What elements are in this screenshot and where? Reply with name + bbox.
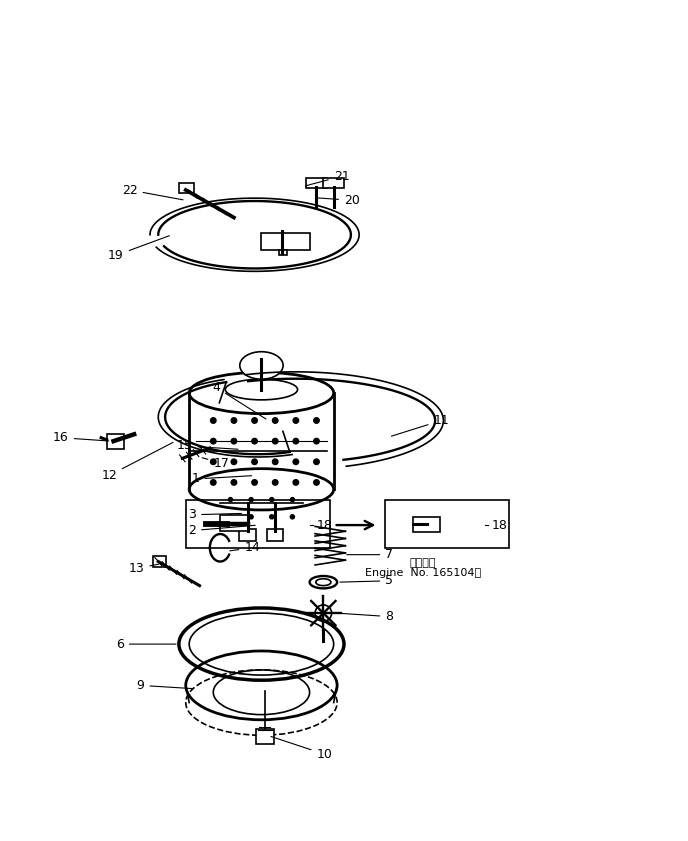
Text: 9: 9 (137, 679, 193, 692)
Bar (239, 528, 256, 541)
Text: 14: 14 (230, 542, 260, 554)
Circle shape (228, 498, 233, 502)
Text: 11: 11 (391, 414, 449, 436)
Circle shape (252, 438, 257, 444)
Bar (179, 183, 194, 193)
Circle shape (272, 479, 278, 485)
Circle shape (249, 515, 253, 519)
Circle shape (228, 515, 233, 519)
Circle shape (231, 418, 237, 423)
Bar (186, 500, 330, 547)
Circle shape (252, 479, 257, 485)
Circle shape (272, 438, 278, 444)
Circle shape (314, 459, 319, 464)
Circle shape (272, 459, 278, 464)
Text: 13: 13 (129, 562, 159, 575)
Circle shape (211, 438, 216, 444)
Circle shape (314, 438, 319, 444)
Text: 16: 16 (53, 431, 109, 444)
Text: 21: 21 (305, 170, 350, 186)
Text: 15: 15 (177, 440, 238, 452)
Circle shape (252, 418, 257, 423)
Circle shape (211, 459, 216, 464)
Bar (279, 250, 287, 256)
Circle shape (252, 459, 257, 464)
Text: 7: 7 (347, 548, 394, 561)
Circle shape (293, 459, 299, 464)
Bar (413, 517, 440, 532)
Circle shape (272, 418, 278, 423)
Text: 17: 17 (202, 457, 229, 469)
Text: 1: 1 (192, 473, 252, 485)
Bar (153, 556, 166, 567)
Text: 12: 12 (101, 442, 173, 482)
Text: 19: 19 (108, 235, 169, 262)
Text: 5: 5 (340, 574, 394, 587)
Text: Engine  No. 165104～: Engine No. 165104～ (365, 569, 481, 579)
Circle shape (211, 479, 216, 485)
Circle shape (211, 418, 216, 423)
Circle shape (293, 438, 299, 444)
Text: 8: 8 (340, 610, 394, 623)
Circle shape (314, 418, 319, 423)
Text: 22: 22 (122, 183, 183, 200)
Bar (261, 233, 310, 250)
Circle shape (231, 438, 237, 444)
Bar (107, 434, 124, 449)
Text: 2: 2 (189, 524, 255, 537)
Bar (267, 528, 283, 541)
Circle shape (231, 479, 237, 485)
Bar (220, 516, 248, 531)
Bar (256, 728, 274, 743)
Circle shape (249, 498, 253, 502)
Circle shape (231, 459, 237, 464)
Text: 3: 3 (189, 508, 241, 521)
Circle shape (314, 479, 319, 485)
Ellipse shape (239, 352, 283, 379)
Circle shape (290, 498, 294, 502)
Circle shape (293, 479, 299, 485)
Text: 適用号機: 適用号機 (410, 558, 436, 569)
Bar (323, 177, 344, 188)
Text: 18: 18 (316, 519, 332, 532)
Text: 18: 18 (492, 519, 508, 532)
Bar (385, 500, 509, 547)
Circle shape (293, 418, 299, 423)
Text: 20: 20 (316, 193, 360, 207)
Circle shape (270, 515, 274, 519)
Text: 4: 4 (213, 381, 266, 419)
Circle shape (290, 515, 294, 519)
Text: 6: 6 (116, 637, 176, 651)
Bar (306, 177, 327, 188)
Text: 10: 10 (271, 737, 332, 760)
Circle shape (270, 498, 274, 502)
